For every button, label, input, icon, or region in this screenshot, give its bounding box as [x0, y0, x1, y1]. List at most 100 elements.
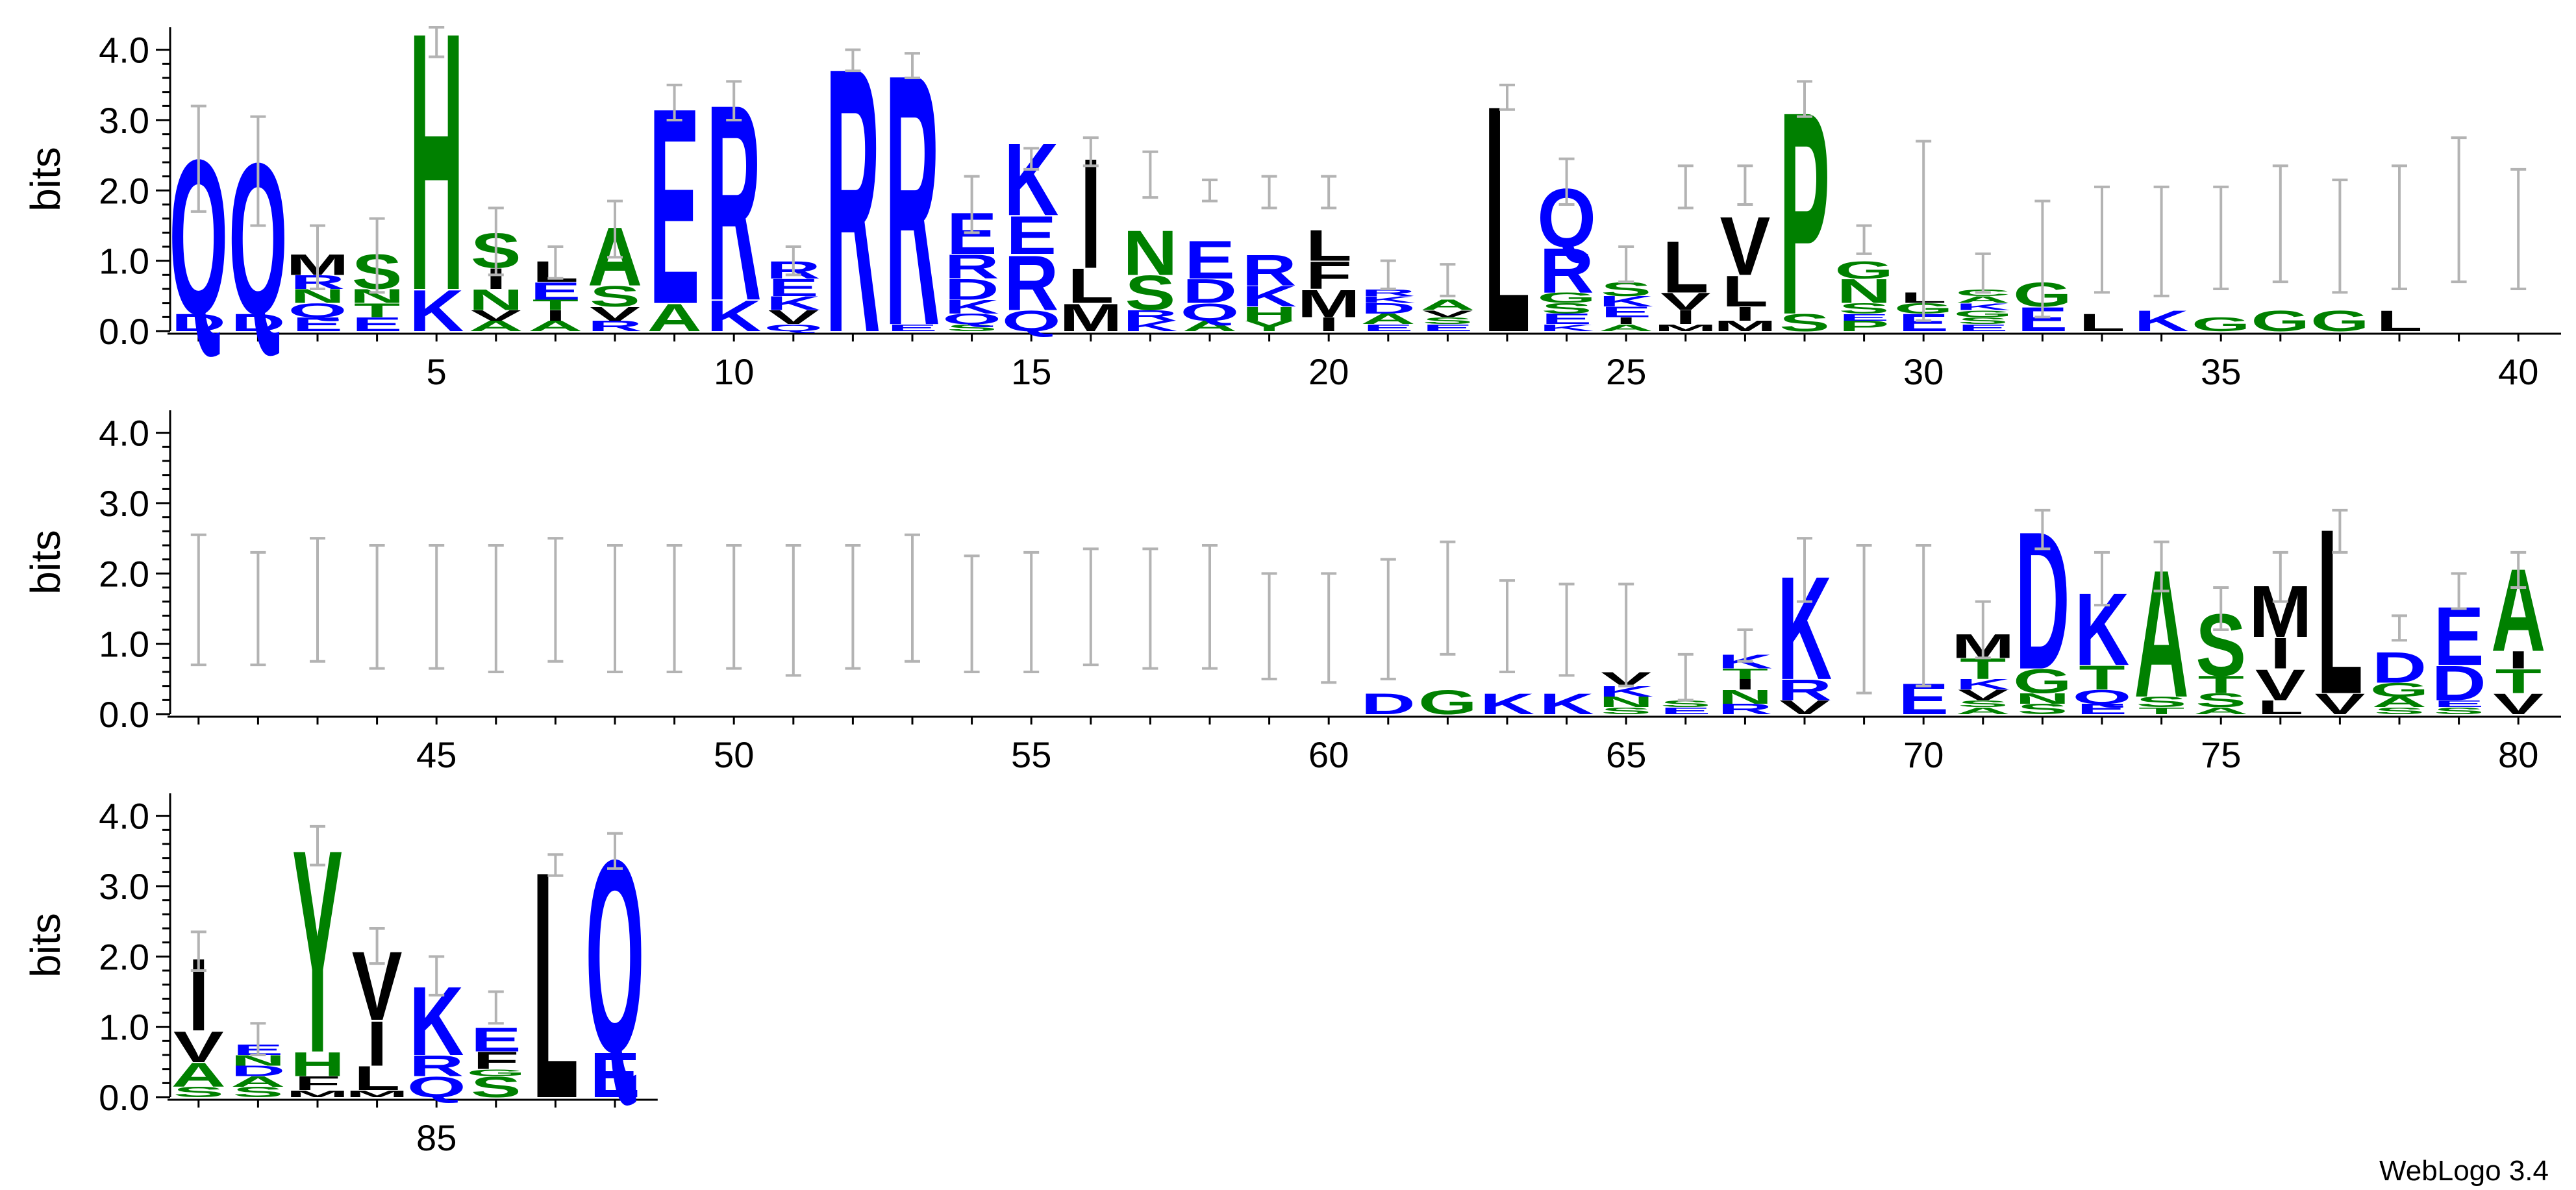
- residue-glyph-S: S: [1660, 699, 1711, 710]
- residue-glyph-A: A: [1956, 705, 2010, 716]
- logo-column: DQ: [169, 105, 228, 360]
- residue-glyph-E: E: [292, 314, 343, 336]
- residue-glyph-M: M: [1714, 317, 1777, 334]
- error-bar: [1142, 150, 1158, 199]
- residue-glyph-E: E: [530, 277, 581, 304]
- residue-glyph-I: I: [1675, 306, 1696, 328]
- y-tick-label: 2.0: [99, 553, 149, 594]
- error-bar: [607, 832, 623, 870]
- residue-glyph-L: L: [2079, 309, 2125, 336]
- weblogo-version-label: WebLogo 3.4: [2379, 1155, 2549, 1187]
- error-bar: [2153, 185, 2170, 297]
- x-tick-label: 85: [416, 1117, 456, 1158]
- residue-glyph-S: S: [2136, 694, 2187, 710]
- logo-column: L: [1484, 38, 1530, 400]
- residue-glyph-T: T: [2495, 662, 2542, 700]
- error-bar: [1797, 537, 1812, 603]
- error-bar: [190, 105, 206, 213]
- residue-glyph-S: S: [1125, 266, 1175, 321]
- error-bar: [1916, 544, 1932, 688]
- error-bar: [1321, 572, 1337, 684]
- x-tick-label: 10: [714, 351, 754, 392]
- residue-glyph-I: I: [545, 307, 566, 323]
- residue-glyph-D: D: [231, 1063, 285, 1079]
- error-bar: [369, 544, 385, 670]
- error-bar: [2034, 508, 2051, 551]
- error-bar: [310, 224, 325, 290]
- error-bar: [190, 533, 206, 667]
- error-bar: [2272, 551, 2288, 603]
- residue-glyph-A: A: [1599, 322, 1653, 333]
- residue-glyph-N: N: [1123, 217, 1177, 288]
- logo-column: ES: [1660, 652, 1711, 725]
- error-bar: [1499, 83, 1515, 111]
- residue-glyph-I: I: [366, 1008, 387, 1079]
- x-tick-label: 80: [2498, 734, 2538, 775]
- residue-glyph-K: K: [1242, 280, 1296, 313]
- residue-glyph-N: N: [1836, 272, 1891, 310]
- error-bar: [785, 544, 801, 677]
- residue-glyph-N: N: [469, 283, 523, 316]
- residue-glyph-M: M: [286, 1088, 349, 1099]
- residue-glyph-H: H: [290, 1045, 345, 1084]
- y-axis-label: bits: [22, 913, 69, 978]
- logo-column: MLI: [1059, 127, 1122, 341]
- logo-column: R: [825, 0, 880, 412]
- residue-glyph-E: E: [1660, 705, 1711, 716]
- error-bar: [1261, 572, 1277, 680]
- residue-glyph-I: I: [2508, 647, 2529, 674]
- residue-glyph-S: S: [1542, 300, 1592, 316]
- residue-glyph-Q: Q: [2073, 686, 2132, 708]
- residue-glyph-V: V: [1422, 308, 1473, 319]
- logo-column: G: [1418, 540, 1477, 725]
- residue-glyph-E: E: [1542, 311, 1592, 327]
- residue-glyph-L: L: [354, 1060, 400, 1098]
- x-tick-label: 70: [1903, 734, 1944, 775]
- error-bar: [2510, 167, 2527, 290]
- logo-column: L: [2376, 164, 2423, 341]
- residue-glyph-G: G: [1834, 256, 1894, 284]
- residue-glyph-E: E: [1601, 304, 1651, 320]
- y-tick-label: 4.0: [99, 413, 149, 454]
- x-tick-label: 35: [2201, 351, 2241, 392]
- residue-glyph-T: T: [1722, 665, 1768, 682]
- error-bar: [250, 115, 266, 227]
- error-bar: [2392, 164, 2407, 290]
- residue-glyph-I: I: [1734, 303, 1755, 325]
- residue-glyph-K: K: [1123, 317, 1177, 334]
- error-bar: [1737, 164, 1753, 206]
- y-tick-label: 3.0: [99, 866, 149, 907]
- logo-column: [905, 533, 920, 725]
- residue-glyph-D: D: [944, 273, 999, 306]
- error-bar: [1202, 179, 1218, 203]
- error-bar: [1440, 263, 1456, 297]
- logo-column: AE: [647, 49, 701, 362]
- error-bar: [2332, 508, 2348, 554]
- residue-glyph-S: S: [471, 1071, 521, 1104]
- residue-glyph-L: L: [1722, 267, 1768, 316]
- residue-glyph-A: A: [1956, 294, 2010, 305]
- residue-glyph-E: E: [1363, 322, 1414, 333]
- residue-glyph-R: R: [944, 247, 999, 286]
- error-bar: [1677, 652, 1694, 702]
- logo-column: TSA: [2134, 533, 2188, 736]
- residue-glyph-K: K: [1539, 688, 1594, 721]
- logo-column: SQKDRE: [942, 175, 1001, 341]
- logo-column: [2451, 136, 2467, 341]
- logo-column: [1082, 547, 1099, 725]
- error-bar: [250, 551, 266, 667]
- logo-column: [964, 554, 980, 725]
- residue-glyph-E: E: [1184, 230, 1235, 290]
- logo-column: VL: [2314, 480, 2365, 743]
- error-bar: [488, 206, 504, 277]
